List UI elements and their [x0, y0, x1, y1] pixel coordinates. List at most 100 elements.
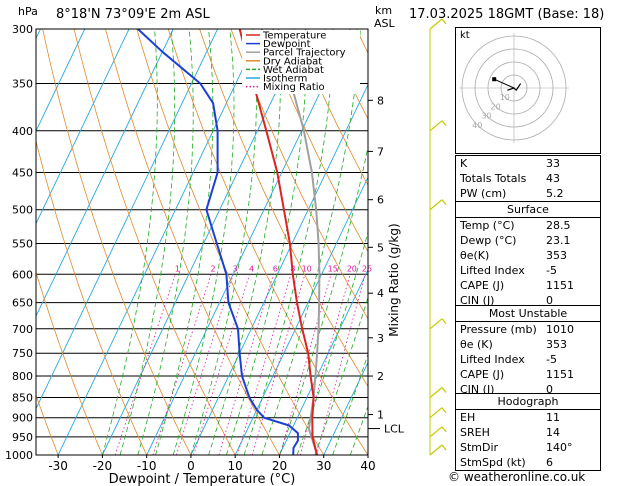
- isotherm-line: [146, 29, 351, 455]
- wind-barb-flag: [441, 318, 447, 325]
- wind-barb: [429, 407, 443, 419]
- wind-barb: [429, 444, 443, 456]
- mixing-ratio-line: [218, 274, 274, 455]
- pressure-tick-label: 450: [12, 166, 33, 179]
- km-unit-label: km: [375, 4, 393, 17]
- most-unstable-row: CAPE (J) 1151: [460, 368, 574, 381]
- wet-adiabat-line: [172, 29, 235, 455]
- mixing-ratio-label: 2: [211, 264, 216, 273]
- wet-adiabat-line: [261, 29, 361, 455]
- wet-adiabat-line: [137, 29, 194, 455]
- dry-adiabat-line: [262, 29, 368, 253]
- dry-adiabat-line: [293, 29, 368, 186]
- wind-barb: [429, 426, 443, 438]
- mixing-ratio-label: 10: [302, 264, 312, 273]
- legend-box: [242, 30, 360, 94]
- km-tick-label: 7: [377, 145, 384, 158]
- isotherm-line: [190, 83, 368, 455]
- surface-row: CIN (J) 0: [460, 294, 553, 307]
- x-tick-label: 40: [360, 459, 375, 473]
- pressure-tick-label: 550: [12, 237, 33, 250]
- legend-label: Dewpoint: [263, 39, 311, 50]
- pressure-tick-label: 300: [12, 23, 33, 36]
- isotherm-line: [101, 29, 307, 455]
- wind-barb-flag: [441, 18, 447, 25]
- legend-label: Temperature: [262, 31, 326, 42]
- wet-adiabat-line: [102, 29, 158, 455]
- x-tick-label: -20: [93, 459, 113, 473]
- dry-adiabat-line: [36, 394, 59, 455]
- most-unstable-title: Most Unstable: [456, 306, 600, 322]
- mixing-ratio-label: 25: [362, 264, 372, 273]
- hodograph-table: Hodograph EH 11 SREH 14 StmDir 140° StmSpd …: [455, 393, 601, 471]
- km-tick-label: 1: [377, 409, 384, 422]
- mixing-ratio-line: [237, 274, 292, 455]
- mixing-ratio-axis-label: Mixing Ratio (g/kg): [387, 223, 401, 336]
- pressure-tick-label: 750: [12, 347, 33, 360]
- x-tick-label: 10: [228, 459, 243, 473]
- x-tick-label: 30: [316, 459, 331, 473]
- plot-frame: [35, 28, 369, 456]
- km-tick-label: 6: [377, 194, 384, 207]
- plot-area: [36, 29, 368, 455]
- wind-barb-flag: [441, 444, 447, 451]
- pressure-tick-label: 350: [12, 78, 33, 91]
- hodograph-ring-label: 10: [500, 93, 510, 102]
- legend-label: Wet Adiabat: [263, 65, 324, 76]
- datetime-title: 17.03.2025 18GMT (Base: 18): [409, 7, 605, 22]
- hodograph-ring-label: 40: [472, 121, 482, 130]
- dry-adiabat-line: [42, 29, 192, 455]
- hodograph-unit-label: kt: [460, 30, 470, 41]
- hpa-unit-label: hPa: [18, 5, 38, 18]
- mixing-ratio-line: [176, 274, 234, 455]
- pressure-tick-label: 400: [12, 125, 33, 138]
- dry-adiabat-line: [36, 270, 103, 455]
- wet-adiabat-line: [119, 29, 176, 455]
- legend-label: Dry Adiabat: [263, 56, 322, 67]
- x-tick-label: 0: [187, 459, 195, 473]
- hodograph-row: SREH 14: [460, 426, 560, 439]
- mixing-ratio-line: [300, 274, 351, 455]
- isotherm-line: [36, 29, 174, 318]
- temperature-line: [238, 29, 319, 455]
- x-tick-label: -30: [48, 459, 68, 473]
- most-unstable-table: Most Unstable Pressure (mb) 1010 θe (K) 35…: [455, 305, 601, 398]
- footer-credit: © weatheronline.co.uk: [448, 470, 586, 484]
- surface-row: Temp (°C) 28.5: [460, 219, 571, 232]
- km-tick-label: 2: [377, 370, 384, 383]
- x-tick-label: 20: [272, 459, 287, 473]
- legend-label: Isotherm: [263, 74, 307, 85]
- location-title: 8°18'N 73°09'E 2m ASL: [56, 7, 210, 22]
- wind-barb: [429, 120, 443, 132]
- isotherm-line: [36, 29, 86, 133]
- most-unstable-row: Pressure (mb) 1010: [460, 323, 574, 336]
- x-axis-label: Dewpoint / Temperature (°C): [109, 472, 296, 486]
- isotherm-line: [57, 29, 263, 455]
- pressure-tick-label: 650: [12, 297, 33, 310]
- mixing-ratio-label: 1: [175, 264, 180, 273]
- wind-barb: [429, 387, 443, 398]
- asl-unit-label: ASL: [374, 17, 395, 30]
- wind-barb-flag: [441, 387, 447, 393]
- mixing-ratio-line: [251, 274, 306, 455]
- pressure-tick-label: 500: [12, 204, 33, 217]
- surface-row: Lifted Index -5: [460, 264, 557, 277]
- wind-barb-flag: [441, 407, 447, 414]
- isotherm-line: [234, 176, 368, 455]
- dry-adiabat-line: [136, 29, 325, 455]
- wet-adiabat-line: [190, 29, 257, 455]
- pressure-tick-label: 700: [12, 323, 33, 336]
- parcel-trajectory-line: [271, 29, 321, 455]
- hodograph-row: EH 11: [460, 411, 560, 424]
- dry-adiabat-line: [73, 29, 236, 455]
- km-tick-label: 4: [377, 287, 384, 300]
- dry-adiabat-line: [230, 29, 368, 320]
- mixing-ratio-line: [279, 274, 332, 455]
- x-tick-label: -10: [137, 459, 157, 473]
- wind-barb-flag: [441, 426, 447, 433]
- hodograph-ring-label: 30: [481, 112, 491, 121]
- pressure-tick-label: 800: [12, 370, 33, 383]
- hodograph-row: StmDir 140°: [460, 441, 573, 454]
- legend-label: Mixing Ratio: [263, 82, 325, 93]
- surface-table: Surface Temp (°C) 28.5 Dewp (°C) 23.1 θe(K…: [455, 201, 601, 309]
